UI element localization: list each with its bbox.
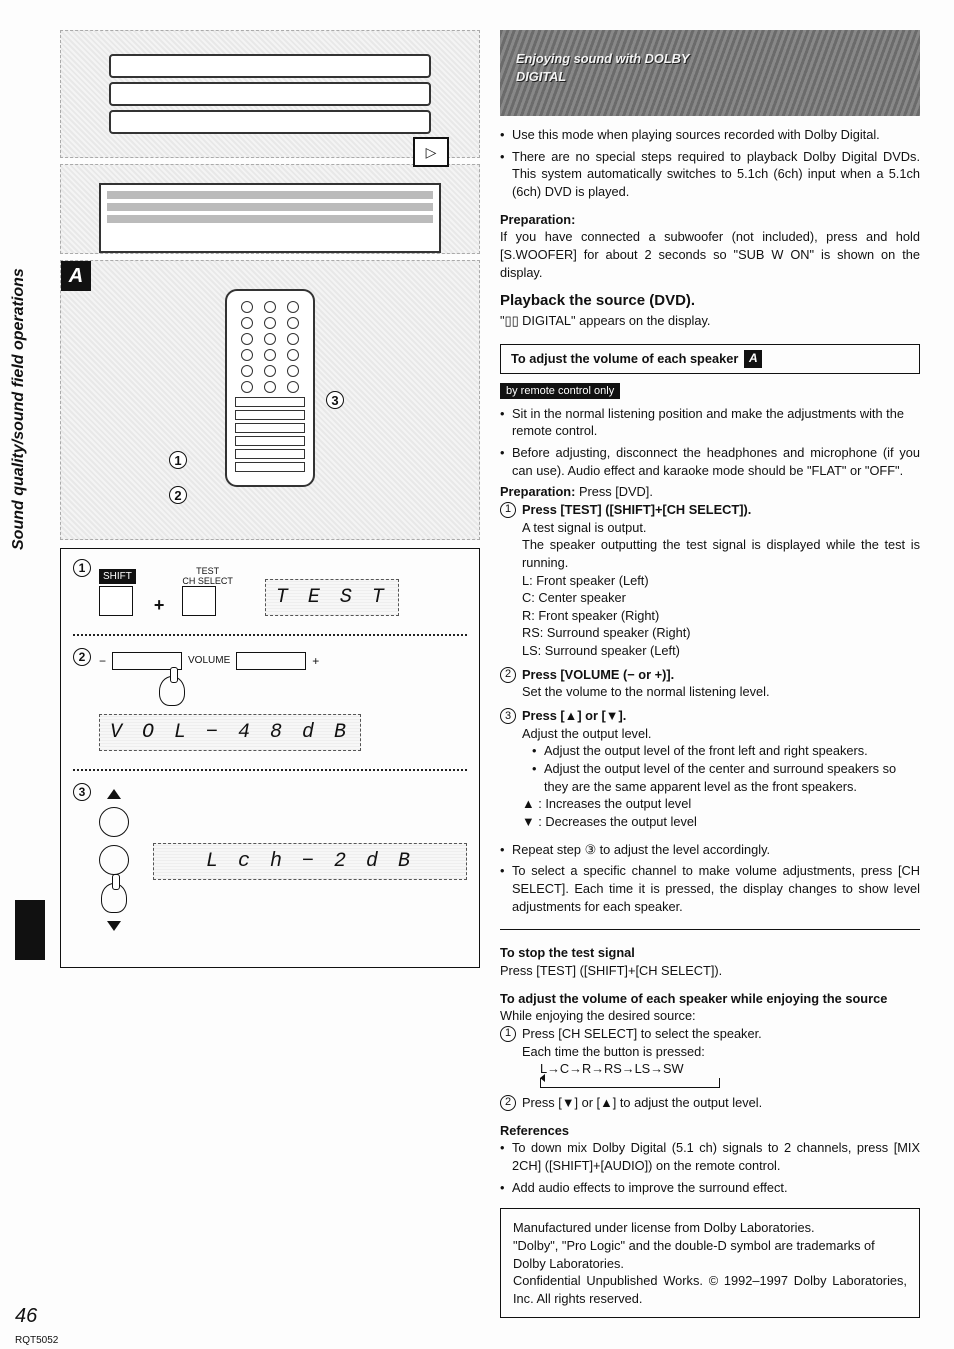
callout-3: 3 [326, 391, 344, 409]
callout-1: 1 [169, 451, 187, 469]
side-marker [15, 900, 45, 960]
intro-bullets: Use this mode when playing sources recor… [500, 126, 920, 201]
step-tail: ▲ : Increases the output level [522, 795, 920, 813]
intro-bullet: There are no special steps required to p… [500, 148, 920, 201]
display-vol: V O L − 4 8 d B [99, 714, 361, 751]
arrow-up-icon [107, 789, 121, 799]
panel-step-2: 2 − VOLUME + V O L − 4 8 d B [73, 648, 467, 751]
remote-diagram: A 1 2 3 [60, 260, 480, 540]
license-line: "Dolby", "Pro Logic" and the double-D sy… [513, 1237, 907, 1272]
license-line: Confidential Unpublished Works. © 1992–1… [513, 1272, 907, 1307]
arrow-down-icon [107, 921, 121, 931]
step3-num: 3 [73, 783, 91, 801]
step-line: Adjust the output level. [522, 725, 920, 743]
adj-src-heading: To adjust the volume of each speaker whi… [500, 990, 920, 1008]
panel-step-3: 3 L c h − 2 d B [73, 783, 467, 931]
display-lch: L c h − 2 d B [153, 843, 467, 880]
doc-code: RQT5052 [15, 1335, 58, 1346]
numbered-steps: 1 Press [TEST] ([SHIFT]+[CH SELECT]). A … [500, 501, 920, 831]
intro-bullet: Use this mode when playing sources recor… [500, 126, 920, 144]
callout-2: 2 [169, 486, 187, 504]
step-line: R: Front speaker (Right) [522, 607, 920, 625]
chselect-label: CH SELECT [182, 576, 233, 586]
play-icon: ▷ [413, 137, 449, 167]
adjust-bullet: Before adjusting, disconnect the headpho… [500, 444, 920, 479]
step1-num: 1 [73, 559, 91, 577]
step-line: RS: Surround speaker (Right) [522, 624, 920, 642]
channel-sequence: L→C→R→RS→LS→SW [540, 1060, 920, 1078]
adjust-title: To adjust the volume of each speaker [511, 350, 738, 368]
step-line: LS: Surround speaker (Left) [522, 642, 920, 660]
license-box: Manufactured under license from Dolby La… [500, 1208, 920, 1318]
step-line: L: Front speaker (Left) [522, 572, 920, 590]
ref-item: To down mix Dolby Digital (5.1 ch) signa… [500, 1139, 920, 1174]
step2-num: 2 [73, 648, 91, 666]
step-title: Press [▲] or [▼]. [522, 708, 626, 723]
adj-src-intro: While enjoying the desired source: [500, 1007, 920, 1025]
refs-heading: References [500, 1122, 920, 1140]
adjust-title-box: To adjust the volume of each speaker A [500, 344, 920, 374]
license-line: Manufactured under license from Dolby La… [513, 1219, 907, 1237]
playback-heading: Playback the source (DVD). [500, 291, 920, 312]
step-item: 2 Press [VOLUME (− or +)]. Set the volum… [500, 666, 920, 701]
side-section-label: Sound quality/sound field operations [10, 268, 28, 550]
page-number: 46 [15, 1305, 37, 1328]
banner-line1: Enjoying sound with DOLBY [516, 50, 904, 68]
step-line: A test signal is output. [522, 519, 920, 537]
step-title: Press [VOLUME (− or +)]. [522, 667, 674, 682]
adj-src-extra: Each time the button is pressed: [522, 1043, 920, 1061]
adjust-badge: A [744, 350, 762, 368]
adj-src-steps: 1 Press [CH SELECT] to select the speake… [500, 1025, 920, 1112]
step-item: 1 Press [TEST] ([SHIFT]+[CH SELECT]). A … [500, 501, 920, 660]
right-column: Enjoying sound with DOLBY DIGITAL Use th… [500, 30, 920, 1318]
chselect-top: TEST [182, 566, 233, 576]
after-bullet: To select a specific channel to make vol… [500, 862, 920, 915]
adjust-bullet: Sit in the normal listening position and… [500, 405, 920, 440]
prep-heading: Preparation: [500, 211, 920, 229]
vol-plus: + [312, 654, 319, 668]
shift-key-label: SHIFT [99, 569, 136, 584]
playback-text: "▯▯ DIGITAL" appears on the display. [500, 312, 920, 330]
panel-step-1: 1 SHIFT + TEST CH SELECT [73, 559, 467, 616]
step-panel: 1 SHIFT + TEST CH SELECT [60, 548, 480, 968]
after-bullet: Repeat step ③ to adjust the level accord… [500, 841, 920, 859]
step-sub-bullets: Adjust the output level of the front lef… [522, 742, 920, 795]
hand-icon [159, 676, 185, 706]
step-line: Set the volume to the normal listening l… [522, 683, 920, 701]
ref-item: Add audio effects to improve the surroun… [500, 1179, 920, 1197]
step-line: The speaker outputting the test signal i… [522, 536, 920, 571]
hand-icon-2 [101, 883, 127, 913]
volume-label: VOLUME [188, 655, 230, 666]
page: Sound quality/sound field operations 46 … [0, 0, 954, 1338]
adjust-bullets: Sit in the normal listening position and… [500, 405, 920, 480]
after-bullets: Repeat step ③ to adjust the level accord… [500, 841, 920, 916]
step-tail: ▼ : Decreases the output level [522, 813, 920, 831]
diagram-badge-a: A [61, 261, 91, 291]
left-column: Sound quality/sound field operations 46 … [20, 30, 480, 1318]
sub-bullet: Adjust the output level of the center an… [532, 760, 920, 795]
stop-heading: To stop the test signal [500, 944, 920, 962]
step-line: C: Center speaker [522, 589, 920, 607]
step-item: 3 Press [▲] or [▼]. Adjust the output le… [500, 707, 920, 831]
banner-line2: DIGITAL [516, 68, 904, 86]
section-banner: Enjoying sound with DOLBY DIGITAL [500, 30, 920, 116]
adj-src-step: 1 Press [CH SELECT] to select the speake… [500, 1025, 920, 1088]
prep2: Preparation: Press [DVD]. [500, 483, 920, 501]
prep-text: If you have connected a subwoofer (not i… [500, 228, 920, 281]
adj-src-step: 2 Press [▼] or [▲] to adjust the output … [500, 1094, 920, 1112]
remote-only-pill: by remote control only [500, 383, 620, 399]
step-title: Press [TEST] ([SHIFT]+[CH SELECT]). [522, 502, 751, 517]
sequence-loop-arrow [540, 1078, 720, 1088]
display-test: T E S T [265, 579, 399, 616]
remote-sketch [225, 289, 315, 487]
sub-bullet: Adjust the output level of the front lef… [532, 742, 920, 760]
vol-minus: − [99, 654, 106, 668]
refs-list: To down mix Dolby Digital (5.1 ch) signa… [500, 1139, 920, 1196]
stop-text: Press [TEST] ([SHIFT]+[CH SELECT]). [500, 962, 920, 980]
device-diagram-mid: ▷ [60, 164, 480, 254]
